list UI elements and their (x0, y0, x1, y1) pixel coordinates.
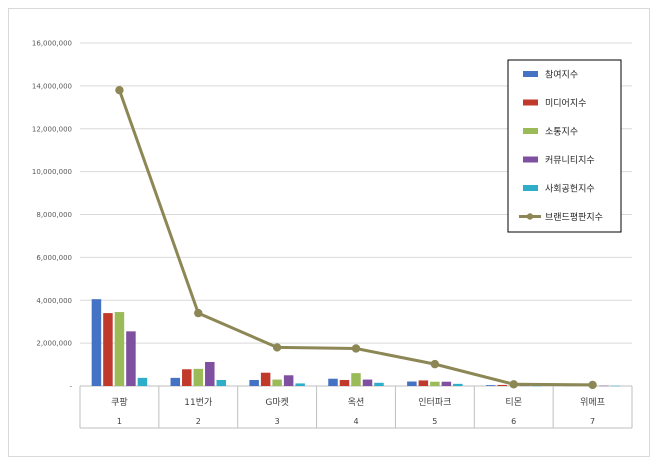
y-tick-label: 8,000,000 (36, 211, 72, 219)
y-tick-label: 6,000,000 (36, 254, 72, 262)
line-point (351, 344, 361, 353)
y-tick-label: 4,000,000 (36, 297, 72, 305)
legend-label: 사회공헌지수 (545, 184, 595, 195)
bar (103, 313, 113, 386)
y-tick-label: 2,000,000 (36, 340, 72, 348)
x-index-label: 3 (275, 417, 280, 426)
bar (114, 312, 125, 386)
bar (205, 361, 215, 386)
line-point (430, 359, 440, 369)
bar (182, 369, 192, 386)
bar (137, 377, 148, 386)
bar (374, 382, 384, 386)
bar (91, 299, 102, 386)
bar (351, 373, 361, 386)
legend-swatch (523, 185, 538, 191)
bar (497, 384, 507, 386)
legend-label: 소통지수 (545, 127, 578, 138)
legend-label: 커뮤니티지수 (545, 155, 595, 166)
line-point (115, 85, 124, 95)
bar (249, 379, 259, 386)
bar (362, 379, 373, 386)
bar (339, 379, 350, 386)
bar (126, 331, 136, 386)
bar (193, 368, 204, 386)
x-index-label: 5 (432, 417, 437, 426)
line-point (194, 308, 203, 318)
bar (599, 385, 609, 387)
y-tick-label: 14,000,000 (32, 82, 72, 90)
x-tick-label: 위메프 (580, 397, 605, 408)
line-point (509, 380, 518, 389)
x-tick-label: 티몬 (505, 397, 522, 408)
legend-label: 참여지수 (545, 69, 578, 81)
legend-swatch (523, 99, 538, 106)
legend-label: 미디어지수 (545, 98, 586, 109)
x-tick-label: 옥션 (348, 397, 365, 408)
x-index-label: 7 (590, 417, 595, 426)
line-point (588, 380, 597, 390)
bar (328, 378, 338, 386)
x-index-label: 4 (353, 417, 358, 426)
bar (260, 372, 271, 386)
x-tick-label: 인터파크 (418, 397, 451, 408)
legend-swatch (523, 128, 538, 134)
bar (216, 379, 227, 386)
legend-swatch (523, 71, 538, 77)
bar (441, 381, 452, 386)
x-tick-label: 쿠팡 (111, 397, 128, 408)
legend-swatch (523, 156, 538, 163)
legend-swatch-marker (526, 213, 534, 220)
bar (272, 379, 282, 386)
legend-box (507, 59, 622, 233)
bar (531, 385, 542, 387)
bar (170, 377, 181, 386)
x-index-label: 6 (511, 417, 516, 426)
y-tick-label: - (69, 383, 72, 391)
y-tick-label: 10,000,000 (32, 168, 72, 176)
y-tick-label: 12,000,000 (32, 125, 72, 133)
bar (430, 381, 440, 386)
line-point (272, 343, 282, 352)
x-index-label: 1 (117, 417, 122, 426)
x-tick-label: 11번가 (184, 397, 212, 408)
bar (283, 375, 294, 386)
bar (418, 380, 429, 386)
bar (485, 385, 496, 386)
x-index-label: 2 (196, 417, 201, 426)
bar (453, 383, 463, 386)
bar (295, 383, 305, 386)
x-tick-label: G마켓 (265, 397, 289, 408)
y-tick-label: 16,000,000 (32, 40, 72, 48)
bar (610, 385, 621, 387)
legend-label: 브랜드평판지수 (545, 212, 603, 223)
bar (407, 381, 417, 386)
